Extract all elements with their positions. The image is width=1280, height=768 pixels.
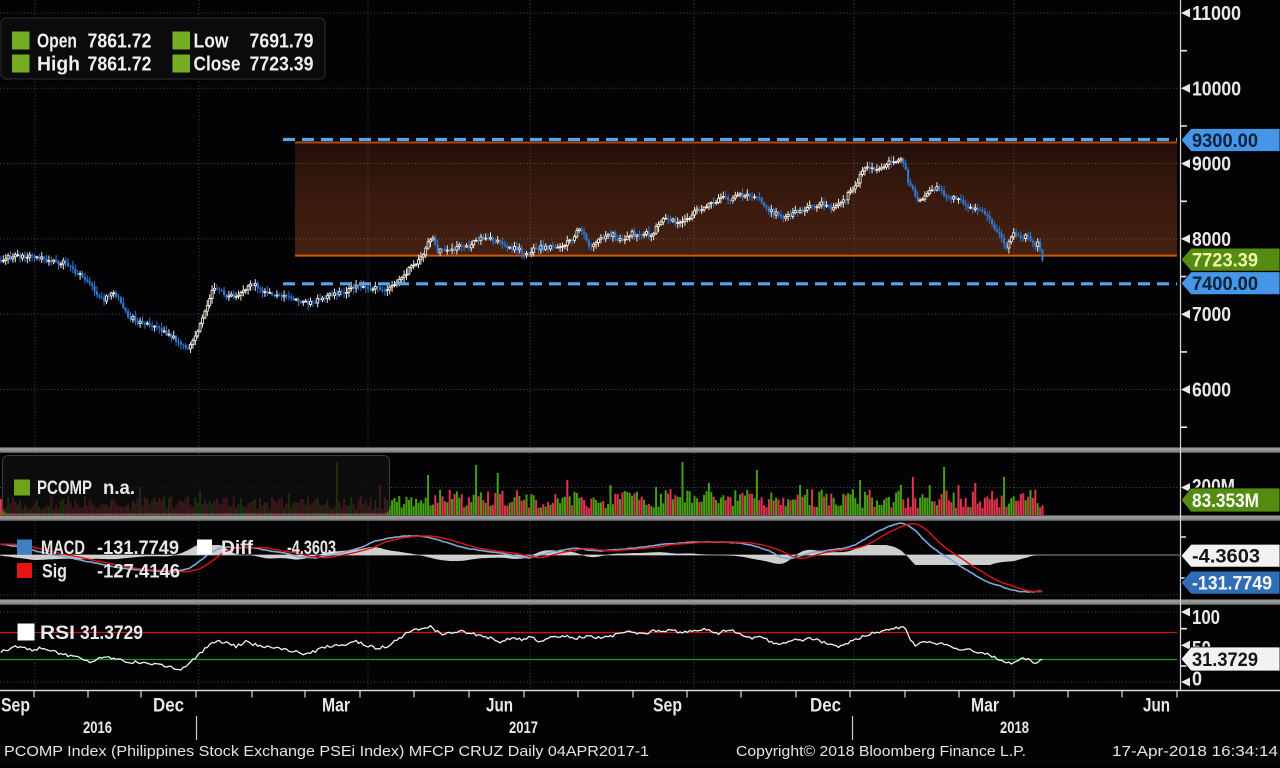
svg-text:-131.7749: -131.7749 <box>1192 573 1272 594</box>
svg-text:Sep: Sep <box>1 696 30 717</box>
svg-text:7400.00: 7400.00 <box>1192 274 1258 295</box>
svg-text:Open: Open <box>37 31 77 53</box>
svg-text:31.3729: 31.3729 <box>1192 650 1258 671</box>
svg-text:17-Apr-2018 16:34:14: 17-Apr-2018 16:34:14 <box>1112 744 1278 760</box>
svg-text:Sig: Sig <box>42 562 67 583</box>
svg-text:0: 0 <box>1192 669 1202 691</box>
svg-text:Sep: Sep <box>653 696 682 717</box>
svg-text:PCOMP: PCOMP <box>37 478 92 499</box>
svg-text:-127.4146: -127.4146 <box>97 562 180 583</box>
svg-text:7861.72: 7861.72 <box>88 54 152 76</box>
svg-text:-4.3603: -4.3603 <box>287 538 336 559</box>
svg-text:2016: 2016 <box>83 718 112 737</box>
svg-text:PCOMP Index (Philippines Stock: PCOMP Index (Philippines Stock Exchange … <box>4 744 649 760</box>
svg-text:Close: Close <box>194 54 241 76</box>
svg-text:RSI: RSI <box>40 623 75 644</box>
svg-text:7723.39: 7723.39 <box>250 54 314 76</box>
svg-text:8000: 8000 <box>1192 229 1231 251</box>
svg-text:Copyright© 2018 Bloomberg Fina: Copyright© 2018 Bloomberg Finance L.P. <box>736 744 1026 760</box>
svg-text:7723.39: 7723.39 <box>1192 250 1258 271</box>
svg-text:9300.00: 9300.00 <box>1192 131 1258 152</box>
svg-text:10000: 10000 <box>1192 78 1241 100</box>
svg-text:n.a.: n.a. <box>103 478 135 499</box>
svg-text:83.353M: 83.353M <box>1192 491 1259 512</box>
svg-text:-4.3603: -4.3603 <box>1192 546 1260 567</box>
svg-text:7861.72: 7861.72 <box>88 31 152 53</box>
svg-text:Low: Low <box>194 31 229 53</box>
svg-text:Mar: Mar <box>322 696 350 717</box>
svg-text:Dec: Dec <box>153 696 184 717</box>
svg-text:Diff: Diff <box>221 538 254 559</box>
svg-text:6000: 6000 <box>1192 380 1231 402</box>
svg-text:MACD: MACD <box>41 538 85 559</box>
svg-text:-131.7749: -131.7749 <box>97 538 179 559</box>
svg-text:100: 100 <box>1192 607 1220 629</box>
svg-text:Jun: Jun <box>486 696 513 717</box>
svg-text:Mar: Mar <box>971 696 999 717</box>
svg-text:31.3729: 31.3729 <box>80 623 143 644</box>
svg-text:2018: 2018 <box>1000 718 1029 737</box>
svg-text:Dec: Dec <box>810 696 841 717</box>
svg-text:7691.79: 7691.79 <box>250 31 314 53</box>
svg-text:Jun: Jun <box>1143 696 1170 717</box>
svg-text:11000: 11000 <box>1192 3 1241 25</box>
svg-text:9000: 9000 <box>1192 154 1231 176</box>
svg-text:2017: 2017 <box>509 718 538 737</box>
svg-text:7000: 7000 <box>1192 304 1231 326</box>
svg-text:High: High <box>37 54 80 76</box>
